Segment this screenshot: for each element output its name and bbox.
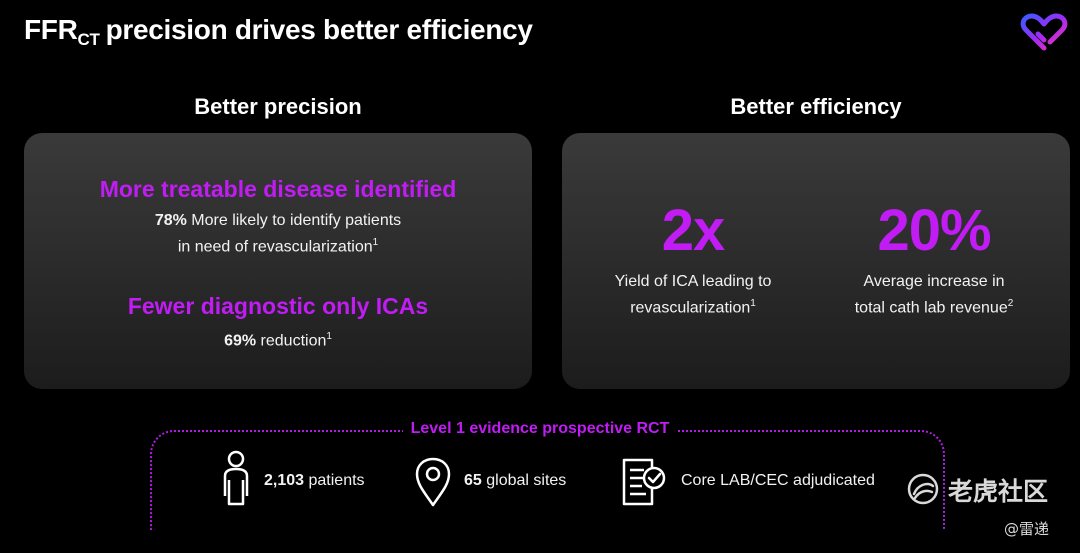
fewer-ica-text: 69% reduction1 (224, 331, 332, 350)
core-lab-stat: Core LAB/CEC adjudicated (681, 472, 875, 489)
evidence-label: Level 1 evidence prospective RCT (0, 420, 1080, 438)
yield-metric-value: 2x (661, 198, 726, 263)
treatable-disease-headline: More treatable disease identified (99, 176, 457, 202)
sites-stat: 65 global sites (464, 472, 567, 489)
better-precision-heading: Better precision (194, 94, 362, 119)
checklist-icon (622, 458, 666, 506)
page-title: FFRCT precision drives better efficiency (24, 14, 533, 49)
person-icon (223, 450, 249, 506)
tiger-community-logo-icon (907, 473, 939, 505)
better-efficiency-heading: Better efficiency (730, 94, 902, 119)
yield-metric-label: Yield of ICA leading to revascularizatio… (614, 273, 772, 317)
treatable-disease-text: 78% More likely to identify patients in … (154, 212, 402, 256)
fewer-ica-headline: Fewer diagnostic only ICAs (127, 293, 429, 319)
heart-logo-icon (1020, 13, 1068, 51)
precision-panel: More treatable disease identified 78% Mo… (24, 133, 532, 389)
patients-stat: 2,103 patients (264, 472, 365, 489)
watermark-text: 老虎社区 (948, 477, 1049, 506)
watermark-handle: @雷递 (1004, 520, 1050, 538)
efficiency-panel: 2x Yield of ICA leading to revasculariza… (562, 133, 1070, 389)
revenue-metric-label: Average increase in total cath lab reven… (854, 273, 1014, 317)
location-pin-icon (415, 457, 451, 507)
revenue-metric-value: 20% (877, 198, 991, 263)
